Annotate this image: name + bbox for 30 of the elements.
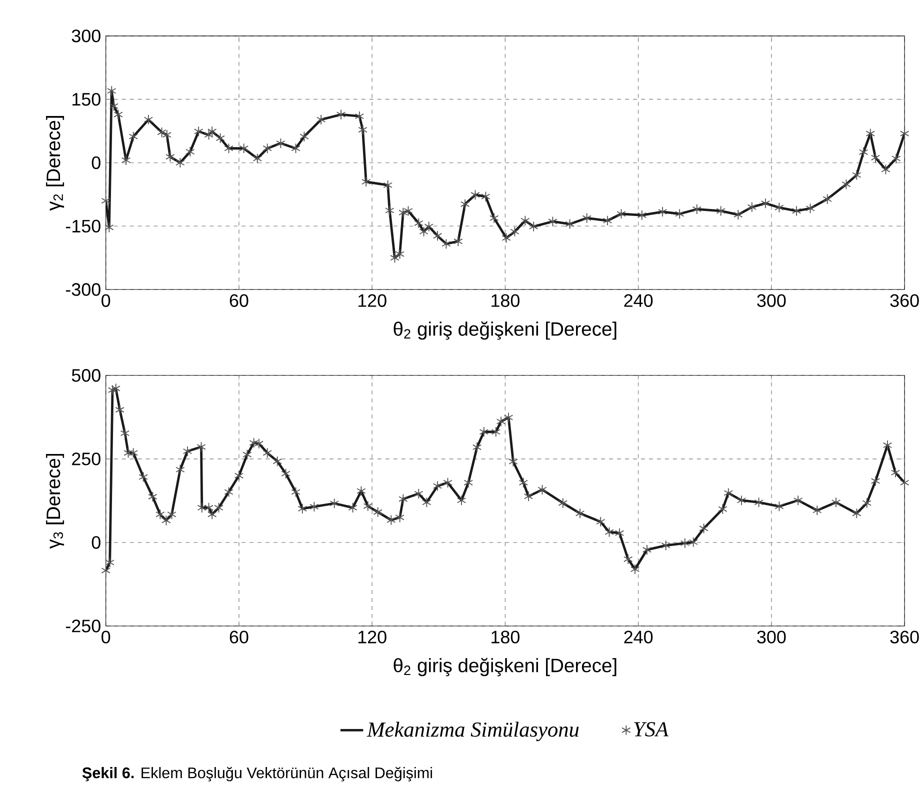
x-tick-label: 60	[230, 294, 248, 308]
y-tick-label: 300	[72, 30, 100, 42]
y-tick-label: -300	[66, 283, 100, 296]
x-tick-label: 120	[358, 630, 386, 644]
x-tick-label: 60	[230, 630, 248, 644]
x-tick-label: 180	[492, 294, 520, 308]
x-tick-label: 360	[890, 294, 919, 308]
x-tick-label: 300	[757, 630, 786, 644]
y-tick-label: 250	[72, 452, 100, 466]
legend-label: Mekanizma Simülasyonu	[366, 722, 579, 742]
x-axis-title: θ$_{2}$ giriş değişkeni [Derece]	[394, 322, 616, 340]
legend-label: YSA	[634, 722, 669, 737]
y-tick-label: 150	[72, 93, 100, 106]
y-tick-label: 0	[92, 536, 100, 549]
y-tick-label: -150	[66, 220, 100, 233]
y-tick-label: 500	[72, 369, 100, 382]
y-tick-label: 0	[92, 156, 100, 170]
x-tick-label: 0	[102, 630, 110, 644]
text: Şekil 6. Eklem Boşluğu Vektörünün Açısal Değişimi	[82, 766, 432, 782]
x-tick-label: 240	[624, 294, 653, 308]
y-axis-title: γ$_{2}$ [Derece]	[46, 116, 64, 211]
x-tick-label: 240	[624, 630, 653, 644]
x-tick-label: 0	[102, 294, 110, 308]
y-axis-title: γ$_{3}$ [Derece]	[46, 454, 64, 549]
x-tick-label: 300	[757, 294, 786, 308]
x-tick-label: 120	[358, 294, 386, 308]
x-axis-title: θ$_{2}$ giriş değişkeni [Derece]	[394, 658, 616, 676]
x-tick-label: 180	[492, 630, 520, 644]
x-tick-label: 360	[890, 630, 919, 644]
y-tick-label: -250	[66, 620, 100, 632]
